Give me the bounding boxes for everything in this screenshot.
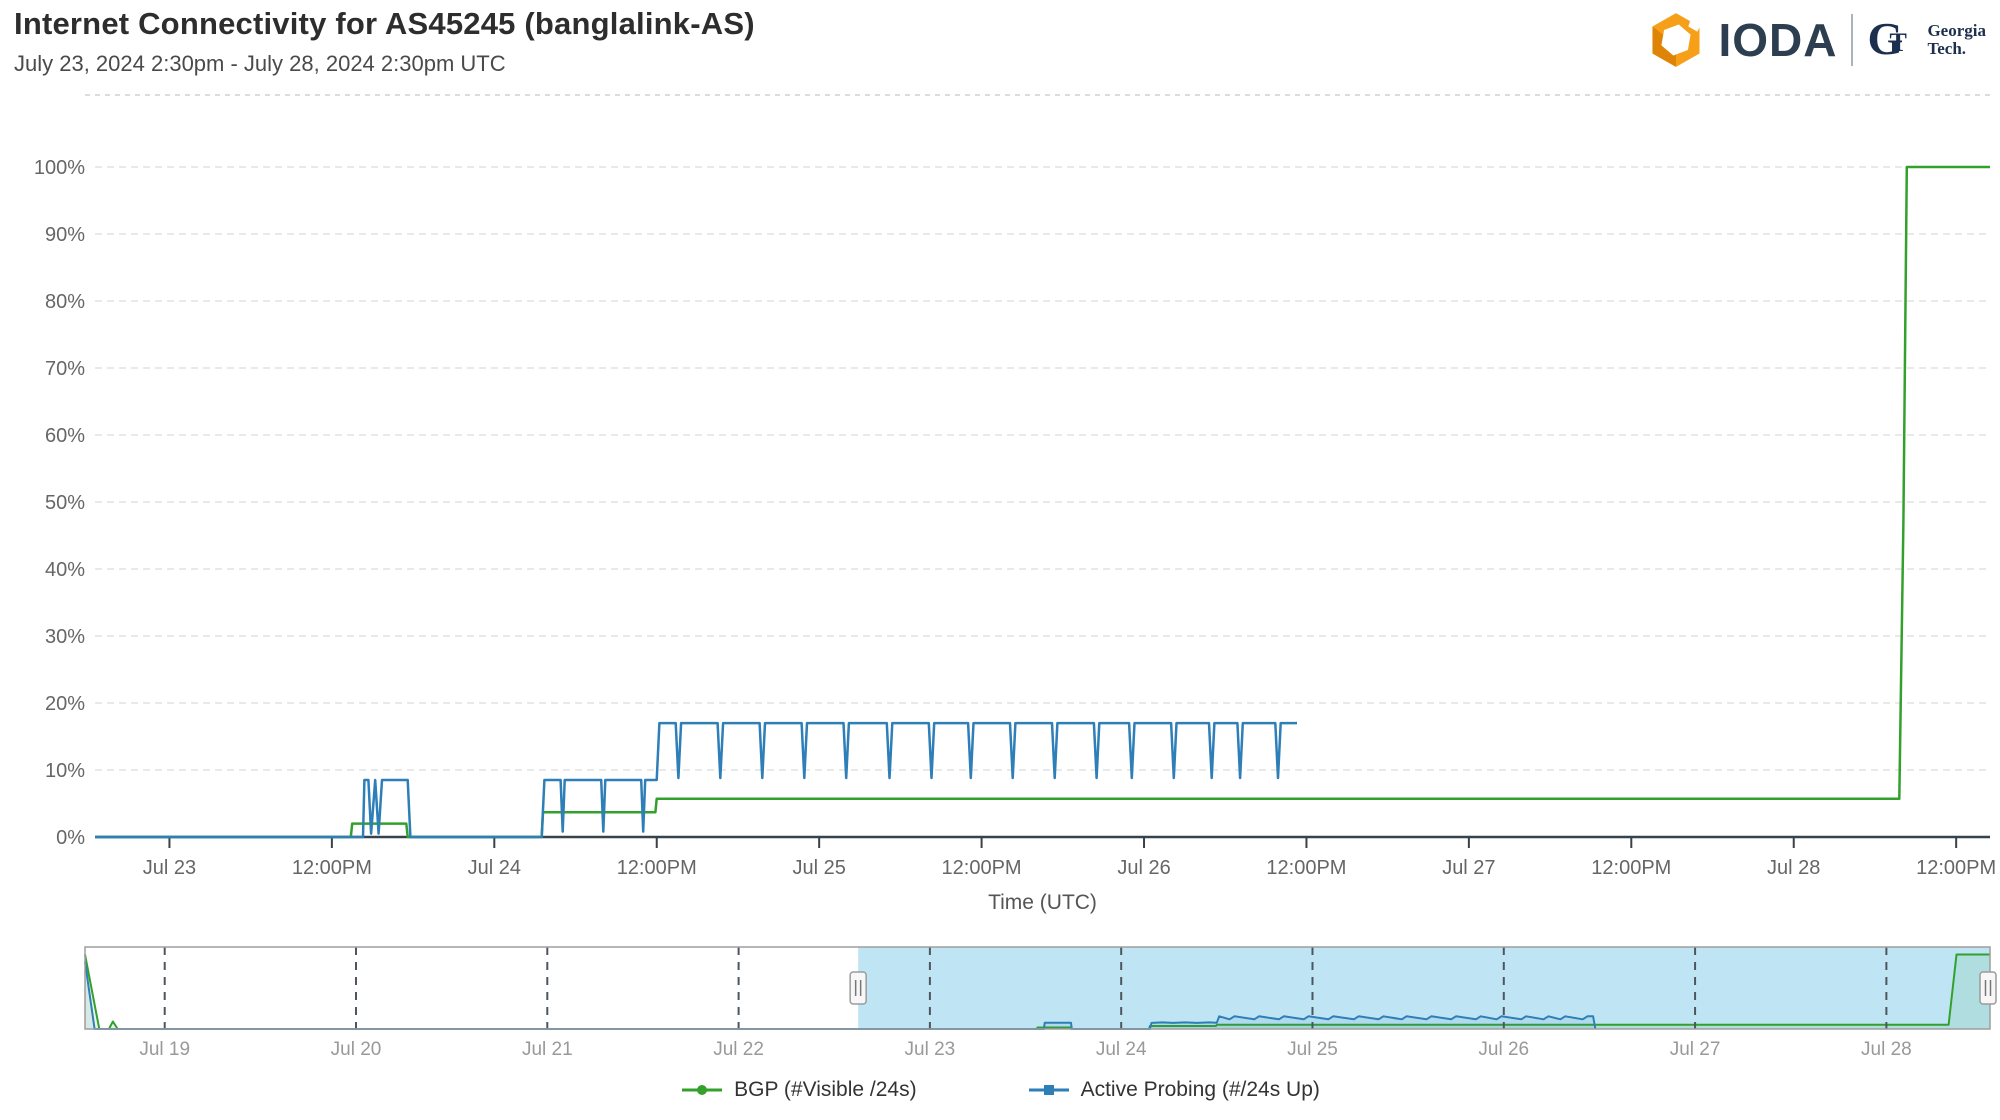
x-axis-label: 12:00PM	[1916, 857, 1996, 879]
bgp-legend-marker-icon	[682, 1085, 723, 1095]
gt-monogram-icon: G T	[1867, 13, 1907, 64]
nav-day-label: Jul 24	[1096, 1039, 1147, 1060]
y-axis-label: 40%	[45, 559, 85, 581]
handle-grip-icon[interactable]	[1979, 971, 1997, 1005]
x-axis-label: 12:00PM	[292, 857, 372, 879]
x-axis-label: 12:00PM	[1591, 857, 1671, 879]
nav-day-label: Jul 25	[1287, 1039, 1338, 1060]
nav-day-label: Jul 21	[522, 1039, 573, 1060]
probing-series-line	[95, 721, 1297, 839]
x-axis-label: 12:00PM	[1266, 857, 1346, 879]
plot-area[interactable]	[95, 127, 1990, 837]
legend-label-bgp: BGP (#Visible /24s)	[734, 1078, 917, 1101]
brand-divider	[1851, 14, 1854, 66]
y-axis-label: 50%	[45, 492, 85, 514]
y-axis-label: 60%	[45, 425, 85, 447]
y-axis-label: 90%	[45, 224, 85, 246]
y-axis-label: 80%	[45, 291, 85, 313]
probing-legend-marker-icon	[1028, 1085, 1069, 1095]
y-axis-label: 0%	[56, 827, 85, 849]
navigator-selection[interactable]	[858, 947, 1991, 1029]
chart-header: Internet Connectivity for AS45245 (bangl…	[14, 6, 755, 77]
legend-label-probing: Active Probing (#/24s Up)	[1080, 1078, 1320, 1101]
x-axis-label: 12:00PM	[942, 857, 1022, 879]
x-axis-label: Jul 25	[792, 857, 845, 879]
legend: BGP (#Visible /24s) Active Probing (#/24…	[0, 1078, 2000, 1102]
nav-probing-line	[84, 961, 1597, 1030]
brand-logos: IODA G T Georgia Tech.	[1648, 10, 1986, 70]
nav-day-label: Jul 28	[1861, 1039, 1912, 1060]
navigator-right-handle[interactable]	[1979, 971, 1997, 1005]
handle-grip-icon[interactable]	[849, 971, 867, 1005]
nav-probing-area	[85, 961, 1596, 1029]
navigator-left-handle[interactable]	[849, 971, 867, 1005]
nav-day-label: Jul 27	[1670, 1039, 1721, 1060]
y-axis-label: 10%	[45, 760, 85, 782]
nav-day-label: Jul 26	[1478, 1039, 1529, 1060]
y-axis-label: 70%	[45, 358, 85, 380]
y-axis-label: 30%	[45, 626, 85, 648]
x-axis-label: Jul 28	[1767, 857, 1820, 879]
x-axis-label: Jul 24	[468, 857, 521, 879]
nav-day-label: Jul 23	[905, 1039, 956, 1060]
date-range-subtitle: July 23, 2024 2:30pm - July 28, 2024 2:3…	[14, 51, 506, 76]
ioda-wordmark: IODA	[1718, 14, 1838, 66]
y-axis-label: 20%	[45, 693, 85, 715]
x-axis-label: Jul 26	[1117, 857, 1170, 879]
legend-item-bgp[interactable]: BGP (#Visible /24s)	[680, 1078, 917, 1102]
nav-day-label: Jul 20	[331, 1039, 382, 1060]
x-axis-label: 12:00PM	[617, 857, 697, 879]
georgia-tech-logo: G T Georgia Tech.	[1867, 13, 1986, 66]
x-axis-label: Jul 23	[143, 857, 196, 879]
main-chart[interactable]: 0% 10% 20% 30% 40% 50% 60% 70% 80% 90% 100% Jul 23 1…	[0, 90, 2000, 925]
x-axis-label: Jul 27	[1442, 857, 1495, 879]
x-axis-title: Time (UTC)	[988, 891, 1097, 914]
legend-item-probing[interactable]: Active Probing (#/24s Up)	[1027, 1078, 1320, 1102]
nav-day-label: Jul 22	[713, 1039, 764, 1060]
ioda-logo-icon	[1652, 13, 1702, 67]
navigator-chart[interactable]: Jul 19 Jul 20 Jul 21 Jul 22 Jul 23 Jul 24 Jul …	[0, 930, 2000, 1065]
georgia-tech-wordmark: Georgia Tech.	[1927, 21, 1986, 58]
page-title: Internet Connectivity for AS45245 (bangl…	[14, 6, 755, 41]
nav-day-label: Jul 19	[139, 1039, 190, 1060]
y-axis-label: 100%	[34, 157, 85, 179]
